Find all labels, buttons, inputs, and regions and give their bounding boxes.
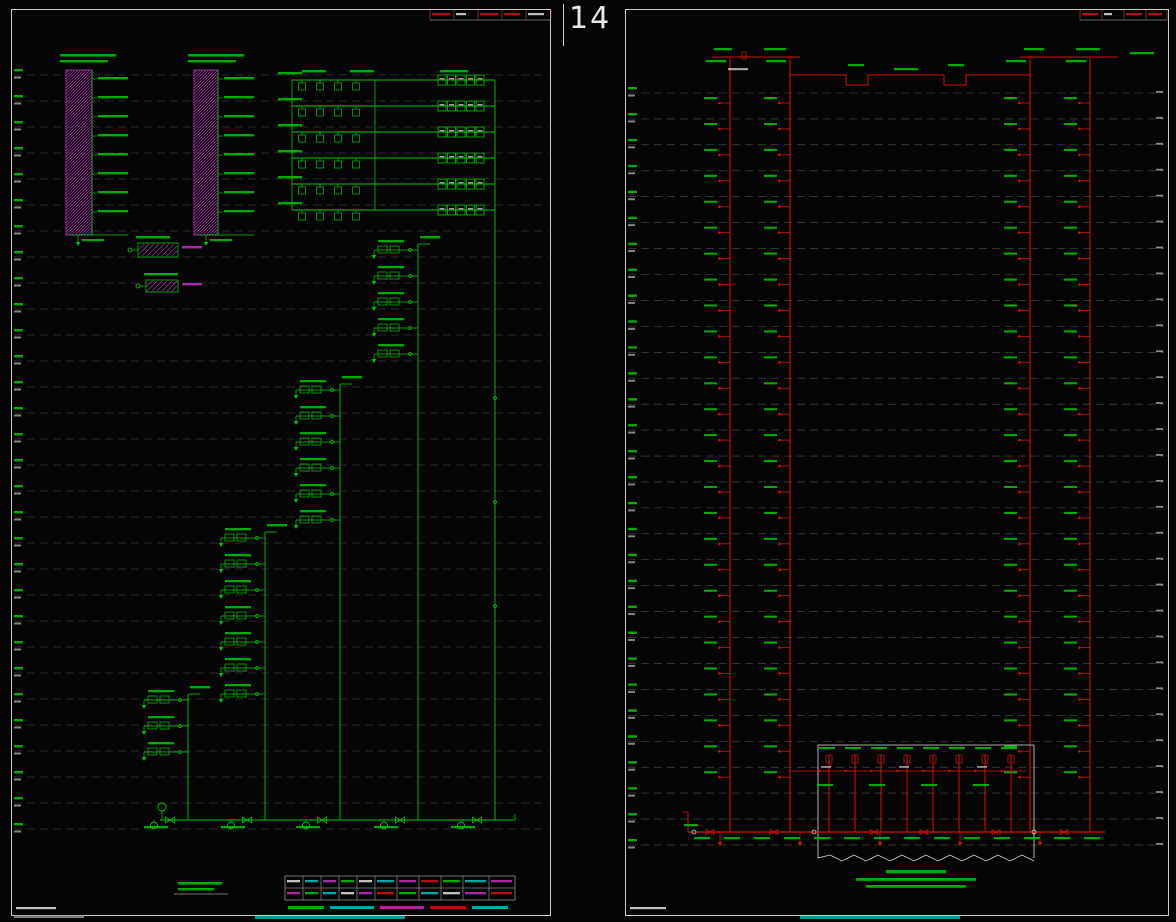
hatched-pipe-chases <box>60 54 254 246</box>
title-strip <box>429 10 552 21</box>
right-sheet-fire-hydrant-riser-diagram <box>625 9 1169 916</box>
tank-symbols <box>127 236 202 293</box>
legend-table <box>16 875 516 910</box>
sheet-fold-mark: 14 <box>563 4 611 46</box>
bottom-main <box>144 802 516 830</box>
pump-room-detail-box <box>790 744 1035 862</box>
fold-line <box>563 4 564 46</box>
sheet-frame <box>625 9 1169 916</box>
bottom-main <box>682 811 1105 846</box>
sheet-frame <box>11 9 551 916</box>
title-strip <box>1079 10 1168 21</box>
floor-grid <box>14 69 548 833</box>
footer-note-under-left-sheet <box>255 916 405 919</box>
footer-note-left <box>14 915 84 918</box>
top-connections <box>712 48 1154 86</box>
drawing-title <box>630 870 976 910</box>
left-sheet-plumbing-riser-diagram <box>11 9 552 916</box>
footer-note-under-right-sheet <box>800 916 960 919</box>
sheet-number-text: 14 <box>569 1 612 36</box>
risers <box>141 80 497 820</box>
fixture-manifold <box>278 70 495 221</box>
floor-grid <box>628 87 1164 849</box>
hydrant-risers <box>704 60 1091 832</box>
